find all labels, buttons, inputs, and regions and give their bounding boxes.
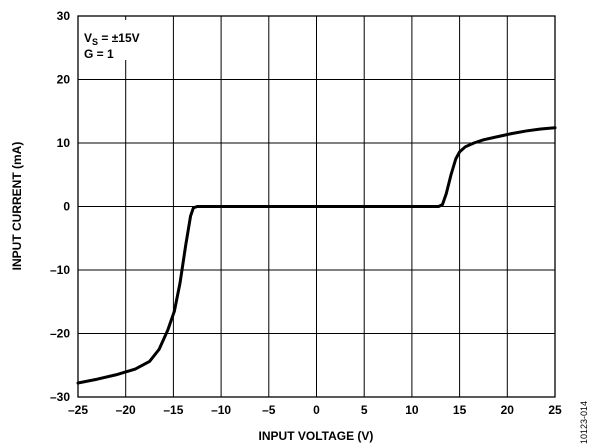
plot-frame <box>77 15 556 398</box>
x-tick-label: –5 <box>262 403 276 417</box>
y-tick-label: –30 <box>50 390 70 404</box>
y-axis-title: INPUT CURRENT (mA) <box>10 142 24 271</box>
x-tick-label: 15 <box>453 403 467 417</box>
y-tick-label: 30 <box>57 9 71 23</box>
x-tick-label: –20 <box>116 403 136 417</box>
supply-annotation: VS = ±15V <box>84 31 140 47</box>
x-tick-label: 20 <box>501 403 515 417</box>
y-tick-label: 0 <box>63 200 70 214</box>
y-tick-label: 10 <box>57 136 71 150</box>
x-tick-label: –10 <box>211 403 231 417</box>
annotation-box: VS = ±15V G = 1 <box>81 20 167 61</box>
y-tick-label: 20 <box>57 73 71 87</box>
figure-id: 10123-014 <box>579 401 589 444</box>
supply-subscript: S <box>92 37 98 47</box>
y-tick-labels: –30 –20 –10 0 10 20 30 <box>50 9 70 404</box>
supply-prefix: V <box>84 31 92 45</box>
series-line <box>76 126 557 385</box>
x-tick-label: –15 <box>163 403 183 417</box>
x-tick-labels: –25 –20 –15 –10 –5 0 5 10 15 20 25 <box>68 403 562 417</box>
x-tick-label: 0 <box>313 403 320 417</box>
series-group <box>76 126 557 385</box>
y-tick-label: –20 <box>50 327 70 341</box>
gain-annotation: G = 1 <box>84 47 114 61</box>
y-tick-label: –10 <box>50 263 70 277</box>
supply-suffix: = ±15V <box>98 31 140 45</box>
x-tick-label: 10 <box>405 403 419 417</box>
x-tick-label: 25 <box>548 403 562 417</box>
x-axis-title: INPUT VOLTAGE (V) <box>259 429 374 443</box>
x-tick-label: 5 <box>361 403 368 417</box>
x-tick-label: –25 <box>68 403 88 417</box>
